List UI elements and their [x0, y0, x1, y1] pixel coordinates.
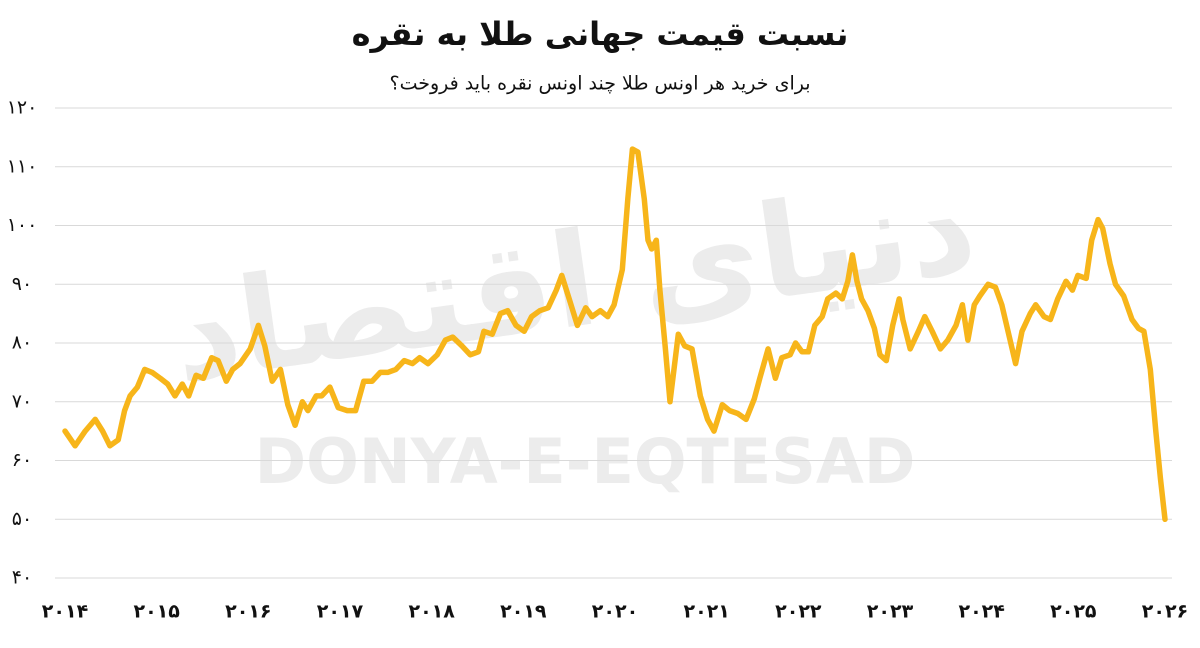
x-tick-label: ۲۰۲۳	[867, 601, 914, 623]
x-tick-label: ۲۰۱۸	[408, 601, 455, 623]
y-tick-label: ۱۲۰	[7, 97, 38, 119]
y-tick-label: ۱۰۰	[7, 214, 38, 236]
y-tick-label: ۹۰	[12, 273, 32, 295]
y-tick-label: ۱۱۰	[7, 155, 38, 177]
y-tick-label: ۷۰	[12, 390, 32, 412]
y-tick-label: ۵۰	[12, 508, 32, 530]
y-tick-label: ۴۰	[12, 567, 32, 589]
chart-subtitle: برای خرید هر اونس طلا چند اونس نقره باید…	[389, 73, 810, 95]
x-tick-label: ۲۰۱۵	[133, 601, 180, 623]
x-tick-label: ۲۰۲۶	[1142, 601, 1188, 623]
chart-title: نسبت قیمت جهانی طلا به نقره	[352, 15, 849, 53]
x-tick-label: ۲۰۱۶	[225, 601, 271, 623]
y-tick-label: ۶۰	[12, 449, 32, 471]
x-tick-label: ۲۰۱۴	[42, 601, 88, 623]
x-tick-label: ۲۰۱۹	[500, 601, 547, 623]
x-tick-label: ۲۰۲۰	[592, 601, 638, 623]
watermark: DONYA-E-EQTESAD	[255, 425, 916, 498]
x-tick-label: ۲۰۲۴	[958, 601, 1004, 623]
data-line	[62, 146, 1168, 523]
x-tick-label: ۲۰۲۲	[775, 601, 822, 623]
x-tick-label: ۲۰۲۱	[683, 601, 729, 623]
x-tick-label: ۲۰۱۷	[317, 601, 364, 623]
y-tick-label: ۸۰	[12, 332, 32, 354]
x-tick-label: ۲۰۲۵	[1050, 601, 1097, 623]
